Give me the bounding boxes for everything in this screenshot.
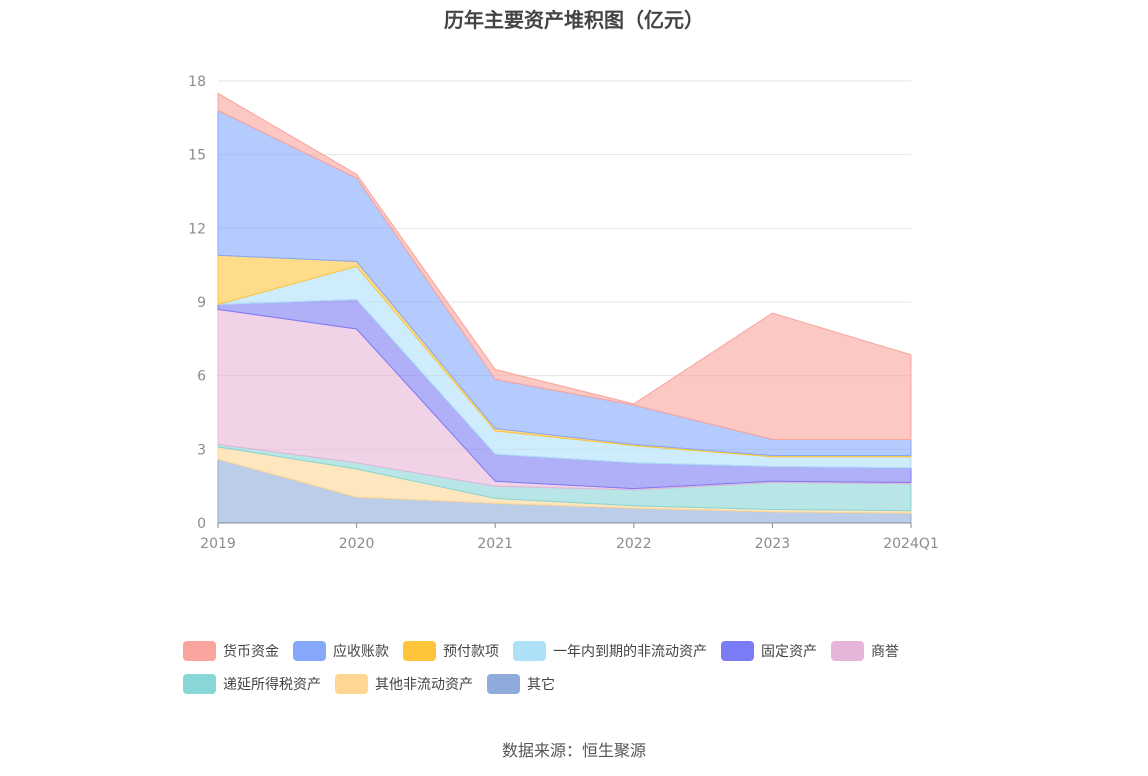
x-tick-label: 2020 (339, 536, 375, 552)
legend-label: 商誉 (871, 644, 899, 660)
legend: 货币资金 应收账款 预付款项 一年内到期的非流动资产 固定资产 商誉递延所得税资产 其他非流… (183, 640, 1003, 706)
legend-swatch (513, 641, 546, 661)
y-tick-label: 12 (188, 221, 206, 237)
legend-swatch (293, 641, 326, 661)
legend-label: 其他非流动资产 (375, 677, 473, 693)
legend-item[interactable]: 应收账款 (293, 641, 389, 661)
x-tick-label: 2022 (616, 536, 652, 552)
legend-item[interactable]: 其他非流动资产 (335, 674, 473, 694)
y-tick-label: 0 (197, 516, 206, 532)
legend-label: 货币资金 (223, 644, 279, 660)
y-tick-label: 18 (188, 74, 206, 90)
legend-label: 固定资产 (761, 644, 817, 660)
legend-label: 应收账款 (333, 644, 389, 660)
x-tick-label: 2019 (200, 536, 236, 552)
legend-item[interactable]: 固定资产 (721, 641, 817, 661)
legend-swatch (335, 674, 368, 694)
y-tick-label: 9 (197, 295, 206, 311)
legend-label: 递延所得税资产 (223, 677, 321, 693)
legend-item[interactable]: 货币资金 (183, 641, 279, 661)
y-tick-label: 3 (197, 442, 206, 458)
stacked-areas (217, 92, 912, 524)
legend-row: 货币资金 应收账款 预付款项 一年内到期的非流动资产 固定资产 商誉 (183, 640, 1003, 662)
legend-swatch (403, 641, 436, 661)
x-tick-label: 2024Q1 (883, 536, 939, 552)
source-note: 数据来源：恒生聚源 (501, 741, 646, 760)
legend-item[interactable]: 商誉 (831, 641, 899, 661)
area-series-8 (217, 92, 912, 440)
legend-swatch (183, 674, 216, 694)
legend-swatch (831, 641, 864, 661)
legend-item[interactable]: 一年内到期的非流动资产 (513, 641, 707, 661)
legend-item[interactable]: 递延所得税资产 (183, 674, 321, 694)
y-tick-label: 6 (197, 369, 206, 385)
chart-title: 历年主要资产堆积图（亿元） (444, 8, 704, 32)
legend-swatch (721, 641, 754, 661)
legend-row: 递延所得税资产 其他非流动资产 其它 (183, 673, 1003, 695)
x-tick-label: 2021 (477, 536, 513, 552)
x-tick-label: 2023 (755, 536, 791, 552)
axes: 0 3 6 9 12 15 18 2019 2020 2021 2022 2023 2024Q1 (188, 74, 939, 552)
legend-item[interactable]: 预付款项 (403, 641, 499, 661)
y-tick-label: 15 (188, 148, 206, 164)
legend-item[interactable]: 其它 (487, 674, 555, 694)
legend-swatch (183, 641, 216, 661)
legend-label: 其它 (527, 677, 555, 693)
legend-swatch (487, 674, 520, 694)
legend-label: 预付款项 (443, 644, 499, 660)
legend-label: 一年内到期的非流动资产 (553, 644, 707, 660)
chart-plot: 0 3 6 9 12 15 18 2019 2020 2021 2022 2023 2024Q1 (188, 74, 939, 552)
